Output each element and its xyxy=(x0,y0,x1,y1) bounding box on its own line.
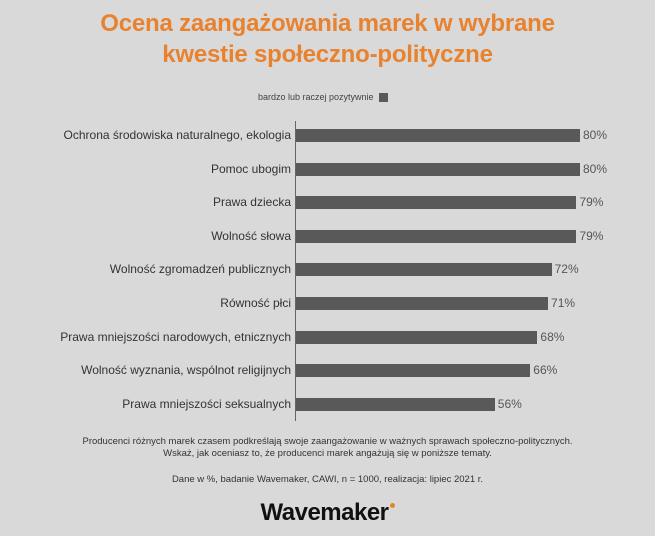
bar-category-label: Wolność zgromadzeń publicznych xyxy=(109,262,291,277)
bar xyxy=(296,297,549,310)
bar-row: Równość płci 71% xyxy=(0,296,655,310)
survey-question: Producenci różnych marek czasem podkreśl… xyxy=(0,436,655,460)
bar xyxy=(296,162,580,176)
bar-value-label: 71% xyxy=(551,296,576,310)
bar-row: Wolność wyznania, wspólnot religijnych 66… xyxy=(0,363,655,378)
bar-row: Pomoc ubogim 80% xyxy=(0,161,655,176)
logo-text: Wavemaker xyxy=(260,499,389,526)
bar-row: Wolność słowa 79% xyxy=(0,228,655,243)
logo-dot-icon xyxy=(389,503,395,508)
bar xyxy=(296,129,580,142)
bar-category-label: Prawa mniejszości seksualnych xyxy=(122,396,291,411)
bar-row: Prawa mniejszości seksualnych 56% xyxy=(0,396,655,411)
bar-value-label: 56% xyxy=(497,396,522,411)
legend: bardzo lub raczej pozytywnie xyxy=(258,92,388,102)
survey-question-line-1: Producenci różnych marek czasem podkreśl… xyxy=(82,436,573,447)
bar-value-label: 80% xyxy=(583,128,608,142)
bar-category-label: Wolność słowa xyxy=(211,228,291,243)
chart-title-line-2: kwestie społeczno-polityczne xyxy=(162,41,493,68)
bar-category-label: Równość płci xyxy=(220,296,291,310)
bar-value-label: 68% xyxy=(540,329,565,344)
bar xyxy=(296,263,552,277)
bar xyxy=(296,229,577,243)
bar xyxy=(296,196,577,210)
bar-row: Prawa mniejszości narodowych, etnicznych… xyxy=(0,329,655,344)
bar-category-label: Pomoc ubogim xyxy=(210,161,291,176)
legend-label: bardzo lub raczej pozytywnie xyxy=(258,92,374,102)
survey-question-line-2: Wskaż, jak oceniasz to, że producenci ma… xyxy=(163,448,492,459)
bar-category-label: Prawa dziecka xyxy=(212,195,291,210)
y-axis-line xyxy=(295,121,296,421)
bar-value-label: 80% xyxy=(583,161,608,176)
bar xyxy=(296,397,495,411)
source-note: Dane w %, badanie Wavemaker, CAWI, n = 1… xyxy=(171,474,484,485)
bar-row: Prawa dziecka 79% xyxy=(0,195,655,210)
bar-value-label: 79% xyxy=(579,195,604,210)
chart-title: Ocena zaangażowania marek w wybrane kwes… xyxy=(0,8,655,70)
bar-value-label: 72% xyxy=(554,262,579,277)
bar-row: Ochrona środowiska naturalnego, ekologia… xyxy=(0,128,655,142)
bar-category-label: Ochrona środowiska naturalnego, ekologia xyxy=(63,128,291,142)
bar xyxy=(296,364,531,378)
bar-row: Wolność zgromadzeń publicznych 72% xyxy=(0,262,655,277)
legend-swatch-icon xyxy=(378,92,388,102)
wavemaker-logo: Wavemaker xyxy=(0,499,655,527)
bar-category-label: Prawa mniejszości narodowych, etnicznych xyxy=(60,329,291,344)
bar xyxy=(296,330,538,344)
chart-title-line-1: Ocena zaangażowania marek w wybrane xyxy=(100,10,555,37)
bar-value-label: 66% xyxy=(533,363,558,378)
bar-category-label: Wolność wyznania, wspólnot religijnych xyxy=(81,363,291,378)
bar-value-label: 79% xyxy=(579,228,604,243)
